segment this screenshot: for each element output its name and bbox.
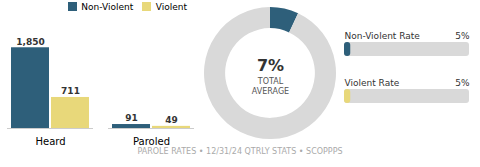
svg-text:Heard: Heard [35, 136, 65, 146]
html-text:PAROLE RATES • 12/31/24 QTRLY: PAROLE RATES • 12/31/24 QTRLY STATS • SC… [137, 147, 343, 156]
svg-text:49: 49 [165, 115, 178, 125]
svg-text:5%: 5% [455, 31, 470, 41]
svg-text:1,850: 1,850 [16, 37, 44, 47]
html-text:Non-Violent: Non-Violent [81, 1, 134, 12]
svg-text:TOTAL: TOTAL [257, 77, 284, 86]
svg-text:AVERAGE: AVERAGE [252, 87, 289, 96]
svg-text:711: 711 [61, 86, 80, 96]
svg-text:Non-Violent Rate: Non-Violent Rate [345, 31, 421, 41]
html-text:Violent: Violent [155, 1, 187, 12]
svg-text:5%: 5% [455, 78, 470, 88]
svg-text:7%: 7% [257, 56, 284, 75]
svg-text:Violent Rate: Violent Rate [345, 78, 400, 88]
svg-text:Paroled: Paroled [133, 136, 170, 146]
svg-text:91: 91 [125, 113, 138, 123]
